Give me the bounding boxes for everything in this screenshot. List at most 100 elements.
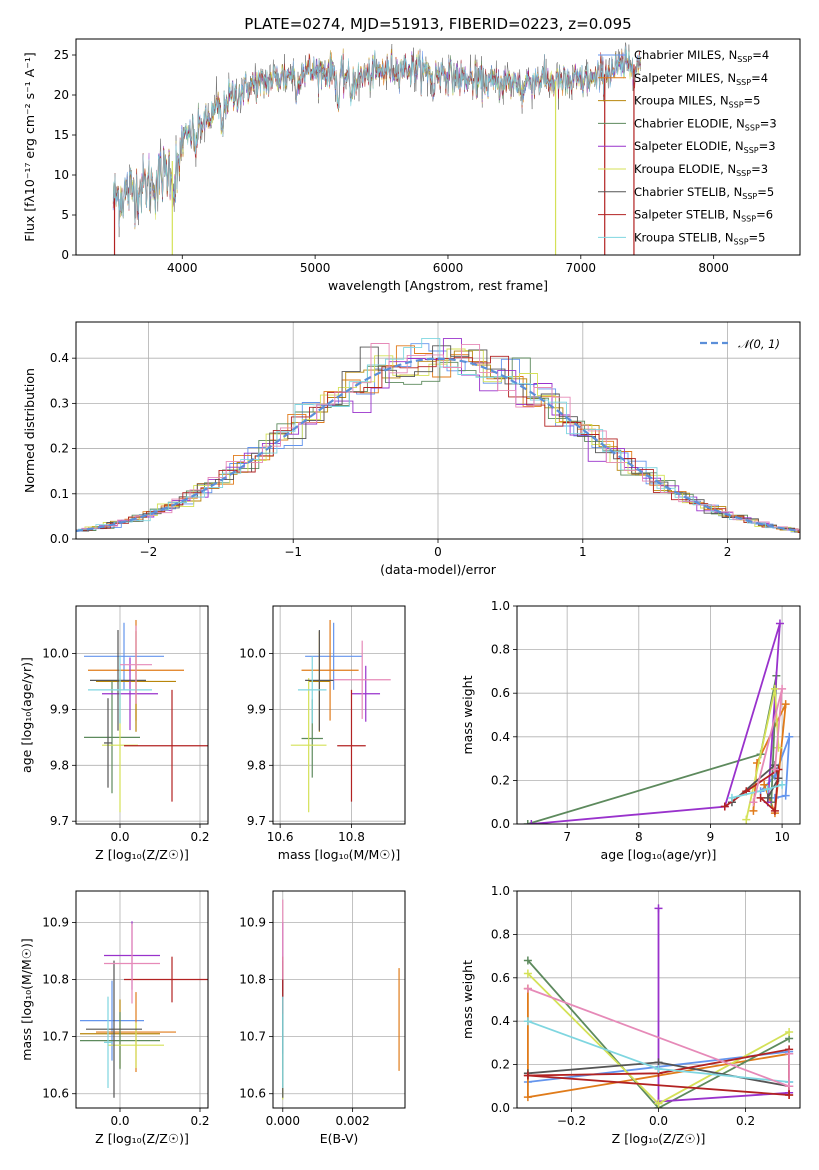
weight-marker — [781, 791, 790, 800]
legend-label: Salpeter ELODIE, N — [634, 139, 744, 153]
x-tick-label: 0.2 — [190, 1114, 209, 1128]
x-tick-label: 0.002 — [335, 1114, 369, 1128]
data-point — [80, 980, 144, 1061]
legend-tail: =5 — [757, 185, 774, 199]
y-tick-label: 15 — [54, 128, 69, 142]
y-tick-label: 0.6 — [491, 686, 510, 700]
plot-area — [523, 904, 794, 1108]
x-tick-label: 4000 — [167, 261, 198, 275]
data-point — [102, 657, 158, 731]
weight-marker — [785, 1049, 794, 1058]
data-point — [301, 619, 359, 721]
x-tick-label: 10 — [774, 830, 789, 844]
legend-tail: =5 — [749, 230, 766, 244]
y-tick-label: 0.6 — [491, 971, 510, 985]
weight-marker — [523, 969, 532, 978]
data-point — [333, 640, 391, 719]
weight-marker — [527, 820, 536, 824]
histogram-extra-pink — [81, 343, 800, 531]
data-point — [104, 923, 160, 1004]
y-tick-label: 9.9 — [50, 702, 69, 716]
y-axis-label: mass weight — [460, 675, 475, 754]
x-tick-label: 0.2 — [736, 1114, 755, 1128]
weight-series-line — [531, 623, 781, 824]
x-axis-label: age [log₁₀(age/yr)] — [601, 847, 717, 862]
x-tick-label: 0.2 — [190, 830, 209, 844]
weight-marker — [785, 1082, 794, 1091]
y-tick-label: 9.9 — [247, 702, 266, 716]
legend-sub: SSP — [741, 215, 756, 224]
legend-entry: Kroupa STELIB, NSSP=5 — [634, 230, 765, 246]
weight-marker — [753, 758, 762, 767]
weight-marker — [756, 793, 765, 802]
y-tick-label: 1.0 — [491, 884, 510, 898]
weight-marker — [778, 684, 787, 693]
axes-frame — [75, 890, 209, 1109]
legend-entry: Chabrier STELIB, NSSP=5 — [634, 185, 774, 201]
legend-label: Chabrier MILES, N — [634, 48, 737, 62]
legend-entry: Chabrier ELODIE, NSSP=3 — [634, 116, 777, 132]
y-tick-label: 10.9 — [42, 915, 69, 929]
legend-entry: Kroupa ELODIE, NSSP=3 — [634, 162, 768, 178]
y-tick-label: 10.8 — [42, 973, 69, 987]
x-tick-label: 7000 — [566, 261, 597, 275]
data-point — [351, 665, 381, 722]
x-tick-label: 7 — [563, 830, 571, 844]
axes-frame — [75, 321, 801, 540]
weight-marker — [774, 743, 783, 752]
legend-tail: =4 — [752, 48, 769, 62]
y-tick-label: 10.0 — [42, 647, 69, 661]
age-vs-mass-panel: 10.6 10.8 9.7 9.8 9.9 10.0 mass [log₁₀(M/M☉)] — [239, 605, 406, 862]
y-tick-label: 0.1 — [50, 487, 69, 501]
weight-marker — [523, 1017, 532, 1026]
y-tick-label: 10.7 — [239, 1030, 266, 1044]
legend-label: Kroupa MILES, N — [634, 94, 729, 108]
y-tick-label: 0.0 — [50, 532, 69, 546]
data-point — [120, 625, 152, 704]
weight-marker — [523, 956, 532, 965]
residuals-panel: −2 −1 0 1 2 0.0 0.1 0.2 0.3 0.4 (data-model)/error… — [22, 321, 801, 577]
plot-area — [523, 619, 794, 824]
weight-marker — [654, 1099, 663, 1108]
data-point — [84, 681, 140, 794]
y-tick-label: 9.7 — [247, 814, 266, 828]
legend-label: Salpeter MILES, N — [634, 71, 736, 85]
legend-label: Kroupa ELODIE, N — [634, 162, 736, 176]
plot-area — [80, 921, 208, 1098]
data-point — [104, 996, 112, 1089]
axes-frame — [75, 38, 801, 256]
y-axis-label: Flux [fλ10⁻¹⁷ erg cm⁻² s⁻¹ A⁻¹] — [22, 52, 37, 241]
weight-marker — [785, 1028, 794, 1037]
axes-frame — [272, 605, 406, 825]
weight-marker — [749, 798, 758, 807]
weight-marker — [523, 984, 532, 993]
spectrum-line-kroupa-stelib — [112, 47, 641, 226]
legend-label: Salpeter STELIB, N — [634, 208, 741, 222]
y-tick-label: 0.3 — [50, 396, 69, 410]
y-tick-label: 1.0 — [491, 599, 510, 613]
x-axis-label: wavelength [Angstrom, rest frame] — [328, 278, 548, 293]
y-tick-label: 0.8 — [491, 927, 510, 941]
plot-area — [112, 42, 641, 255]
x-axis-label: Z [log₁₀(Z/Z☉)] — [95, 1131, 189, 1146]
x-axis-label: Z [log₁₀(Z/Z☉)] — [612, 1131, 706, 1146]
x-tick-label: 5000 — [300, 261, 331, 275]
y-tick-label: 10.6 — [42, 1087, 69, 1101]
weight-marker — [760, 780, 769, 789]
weight-marker — [763, 793, 772, 802]
x-tick-label: 9 — [707, 830, 715, 844]
y-tick-label: 0.2 — [491, 773, 510, 787]
x-tick-label: 8000 — [698, 261, 729, 275]
x-tick-label: 6000 — [433, 261, 464, 275]
y-tick-label: 0.2 — [50, 442, 69, 456]
gaussian-curve — [76, 357, 800, 533]
y-tick-label: 9.7 — [50, 814, 69, 828]
data-point — [297, 656, 327, 724]
y-axis-label: age [log₁₀(age/yr)] — [19, 657, 34, 773]
y-tick-label: 0.0 — [491, 1101, 510, 1115]
legend-entry: Salpeter ELODIE, NSSP=3 — [634, 139, 776, 155]
legend-entry: Kroupa MILES, NSSP=5 — [634, 94, 760, 110]
weight-marker — [785, 1090, 794, 1099]
legend-sub: SSP — [744, 146, 759, 155]
x-axis-label: mass [log₁₀(M/M☉)] — [278, 847, 400, 862]
